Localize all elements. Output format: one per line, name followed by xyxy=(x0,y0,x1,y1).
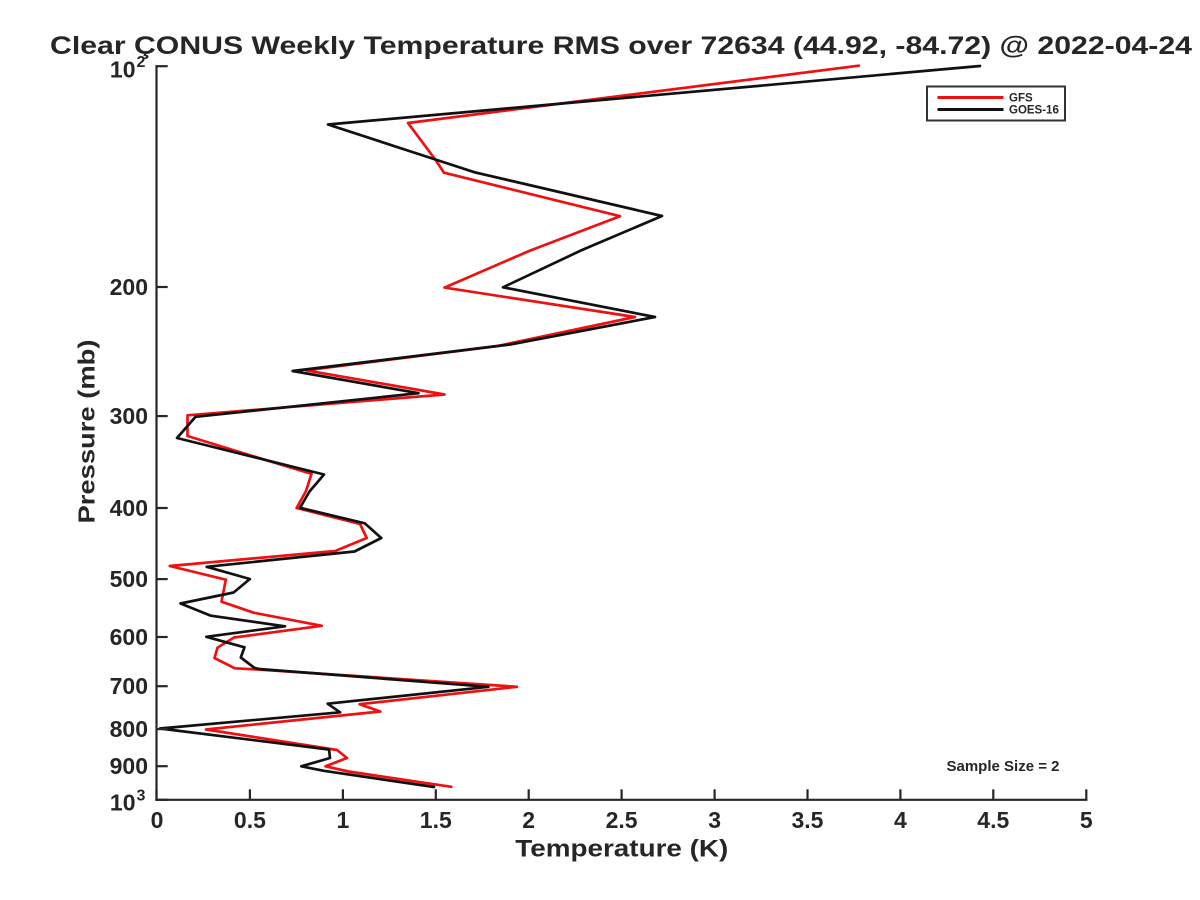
svg-text:2: 2 xyxy=(137,54,146,71)
svg-text:GFS: GFS xyxy=(1009,93,1033,105)
svg-text:900: 900 xyxy=(110,753,148,779)
svg-text:1: 1 xyxy=(337,807,350,833)
svg-text:1.5: 1.5 xyxy=(420,807,452,833)
svg-text:0: 0 xyxy=(151,807,164,833)
svg-text:Clear ÇONUS Weekly Temperature: Clear ÇONUS Weekly Temperature RMS over … xyxy=(50,32,1192,60)
svg-text:600: 600 xyxy=(110,624,148,650)
svg-text:400: 400 xyxy=(110,495,148,521)
svg-text:3: 3 xyxy=(708,807,721,833)
svg-text:Temperature (K): Temperature (K) xyxy=(515,836,728,863)
svg-text:3.5: 3.5 xyxy=(792,807,824,833)
svg-text:2: 2 xyxy=(522,807,535,833)
svg-text:300: 300 xyxy=(110,403,148,429)
svg-text:200: 200 xyxy=(110,274,148,300)
svg-text:GOES-16: GOES-16 xyxy=(1009,105,1059,117)
svg-text:10: 10 xyxy=(110,56,136,82)
svg-text:Pressure (mb): Pressure (mb) xyxy=(74,340,100,524)
svg-text:10: 10 xyxy=(110,790,136,816)
svg-text:500: 500 xyxy=(110,566,148,592)
svg-text:5: 5 xyxy=(1080,807,1093,833)
svg-text:700: 700 xyxy=(110,673,148,699)
svg-text:4.5: 4.5 xyxy=(977,807,1009,833)
svg-text:3: 3 xyxy=(137,787,146,804)
svg-text:800: 800 xyxy=(110,716,148,742)
svg-text:2.5: 2.5 xyxy=(606,807,638,833)
svg-text:0.5: 0.5 xyxy=(234,807,266,833)
svg-text:4: 4 xyxy=(894,807,907,833)
svg-text:Sample Size = 2: Sample Size = 2 xyxy=(947,758,1060,775)
